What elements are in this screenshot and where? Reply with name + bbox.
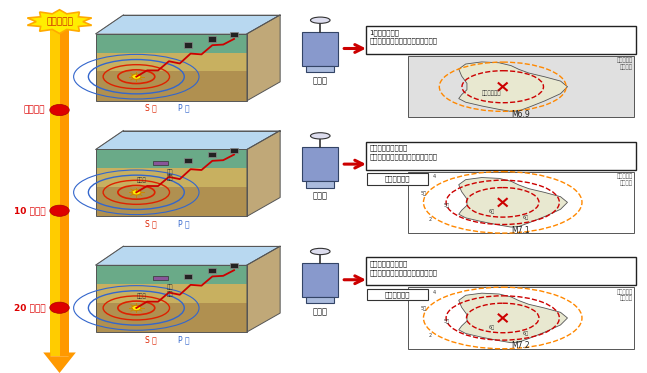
Text: 6強: 6強	[522, 331, 529, 336]
Text: 震源，規模
予測震度: 震源，規模 予測震度	[617, 58, 633, 70]
Polygon shape	[27, 10, 92, 34]
Circle shape	[132, 74, 141, 79]
Text: 気象庁: 気象庁	[313, 192, 328, 201]
Text: 20 秒後頃: 20 秒後頃	[14, 303, 45, 312]
Polygon shape	[96, 265, 247, 284]
Text: 主要動: 主要動	[137, 178, 147, 183]
Text: P 波: P 波	[179, 104, 190, 113]
Polygon shape	[96, 150, 247, 168]
Bar	[230, 263, 237, 269]
Bar	[153, 276, 168, 280]
Bar	[408, 172, 634, 233]
FancyBboxPatch shape	[367, 289, 428, 300]
Bar	[184, 158, 192, 163]
Text: 6弱: 6弱	[488, 325, 494, 330]
Circle shape	[50, 302, 69, 313]
Text: S 波: S 波	[145, 104, 157, 113]
Text: P 波: P 波	[179, 219, 190, 228]
Text: 初期
微動: 初期 微動	[166, 169, 173, 181]
Polygon shape	[459, 293, 567, 343]
Text: 震源，規模
予測震度: 震源，規模 予測震度	[617, 289, 633, 301]
Bar	[153, 160, 168, 165]
Bar	[302, 263, 338, 297]
Ellipse shape	[311, 133, 330, 139]
Bar	[184, 43, 192, 47]
Polygon shape	[96, 187, 247, 216]
Text: S 波: S 波	[145, 335, 157, 344]
Polygon shape	[247, 131, 280, 216]
Polygon shape	[247, 15, 280, 101]
Bar	[230, 148, 237, 153]
Bar	[306, 181, 334, 188]
Bar	[302, 32, 338, 66]
Circle shape	[50, 104, 69, 116]
FancyBboxPatch shape	[366, 257, 636, 285]
Text: 2: 2	[429, 333, 432, 338]
Text: 予測高精度化: 予測高精度化	[385, 176, 410, 182]
Polygon shape	[247, 246, 280, 332]
Polygon shape	[43, 352, 76, 373]
Text: 2: 2	[429, 217, 432, 222]
Text: S 波: S 波	[145, 219, 157, 228]
Polygon shape	[96, 131, 280, 150]
Bar	[408, 56, 634, 117]
Circle shape	[50, 205, 69, 216]
Polygon shape	[96, 71, 247, 101]
Bar	[302, 147, 338, 181]
Bar	[208, 152, 215, 157]
Text: 主要動: 主要動	[137, 293, 147, 299]
Text: 5強: 5強	[443, 203, 449, 208]
Polygon shape	[459, 178, 567, 227]
Polygon shape	[96, 168, 247, 187]
Text: 震源，規模
予測震度: 震源，規模 予測震度	[617, 173, 633, 185]
Polygon shape	[96, 246, 280, 265]
FancyBboxPatch shape	[366, 26, 636, 54]
FancyBboxPatch shape	[366, 142, 636, 170]
Bar	[60, 28, 69, 356]
Text: M6.9: M6.9	[512, 110, 530, 119]
Polygon shape	[459, 62, 567, 112]
Text: 5強: 5強	[443, 319, 449, 323]
Circle shape	[132, 305, 141, 311]
Ellipse shape	[311, 17, 330, 23]
Bar	[50, 28, 69, 356]
Text: 5弱: 5弱	[421, 306, 426, 311]
Ellipse shape	[311, 248, 330, 255]
Polygon shape	[96, 303, 247, 332]
Text: 4: 4	[433, 289, 436, 295]
Polygon shape	[96, 15, 280, 34]
FancyBboxPatch shape	[367, 173, 428, 185]
Text: ３～５観測点による
震源、規模等の推定、震度等の予測: ３～５観測点による 震源、規模等の推定、震度等の予測	[369, 260, 437, 276]
Text: 震度５強以上: 震度５強以上	[481, 90, 501, 95]
Text: 10 秒後頃: 10 秒後頃	[14, 206, 45, 215]
Bar	[408, 287, 634, 349]
Text: 6強: 6強	[522, 215, 529, 220]
Polygon shape	[96, 34, 247, 53]
Text: 発生直後: 発生直後	[24, 106, 45, 115]
Text: 気象庁: 気象庁	[313, 307, 328, 316]
Polygon shape	[96, 284, 247, 303]
Text: 1観測点による
震源、規模等の推定、震度等の予測: 1観測点による 震源、規模等の推定、震度等の予測	[369, 29, 437, 44]
Text: 地震発生！: 地震発生！	[46, 17, 73, 26]
Circle shape	[132, 189, 141, 195]
Bar	[306, 66, 334, 72]
Bar	[208, 268, 215, 273]
Polygon shape	[96, 53, 247, 71]
Bar	[230, 32, 237, 37]
Text: 気象庁: 気象庁	[313, 76, 328, 85]
Text: ２～３観測点による
震源、規模等の推定、震度等の予測: ２～３観測点による 震源、規模等の推定、震度等の予測	[369, 145, 437, 160]
Text: 予測高精度化: 予測高精度化	[385, 291, 410, 298]
Text: M7.1: M7.1	[512, 226, 530, 235]
Text: 初期
微動: 初期 微動	[166, 285, 173, 297]
Text: M7.2: M7.2	[512, 341, 530, 350]
Bar	[208, 37, 215, 41]
Text: 4: 4	[433, 174, 436, 179]
Bar	[306, 297, 334, 303]
Text: P 波: P 波	[179, 335, 190, 344]
Text: 5弱: 5弱	[421, 191, 426, 195]
Text: 6弱: 6弱	[488, 209, 494, 214]
Bar	[184, 274, 192, 279]
